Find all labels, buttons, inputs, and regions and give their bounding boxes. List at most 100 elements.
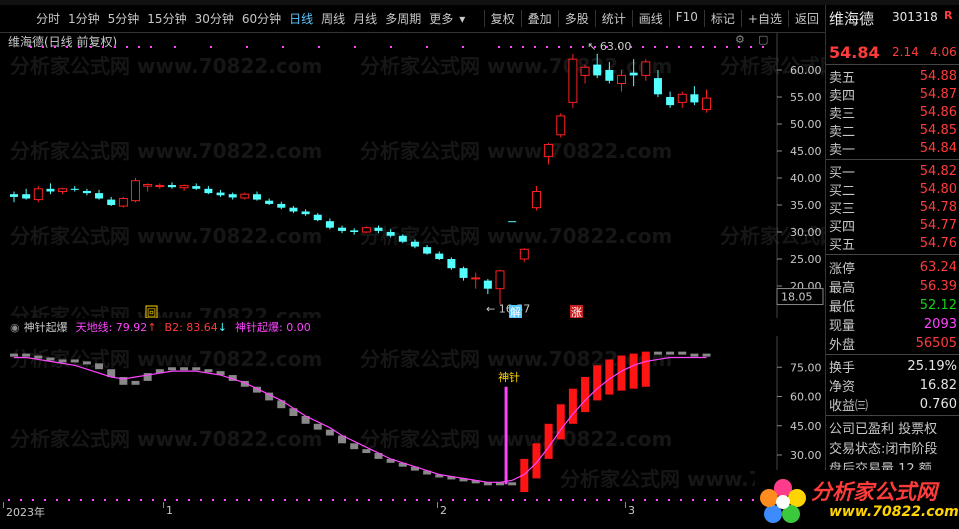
candle-up: [495, 270, 505, 290]
marker-dot: [200, 499, 202, 501]
watermark-text: 分析家公式网 www.70822.com: [10, 304, 322, 318]
marker-dot: [356, 499, 358, 501]
ind-bar-gray: [82, 361, 91, 365]
marker-dot: [174, 46, 176, 48]
low-label: ← 16.57: [486, 303, 530, 316]
tab-5[interactable]: 60分钟: [241, 12, 282, 26]
ind-bar-red: [593, 365, 602, 401]
toolbar-btn-2[interactable]: 多股: [557, 10, 595, 27]
marker-dot: [30, 46, 32, 48]
candle-up: [471, 277, 481, 280]
price-tick-label: 25.00: [790, 253, 822, 266]
marker-dot: [42, 46, 44, 48]
candle-up: [677, 93, 687, 103]
candle-down: [95, 193, 104, 199]
marker-dot: [558, 46, 560, 48]
tab-4[interactable]: 30分钟: [194, 12, 234, 26]
ind-bar-gray: [240, 380, 249, 387]
ind-bar-gray: [423, 470, 432, 475]
ind-bar-red: [581, 377, 590, 413]
ind-bar-gray: [58, 359, 67, 363]
candle-up: [531, 191, 541, 209]
stat-value: 16.82: [919, 377, 957, 393]
marker-dot: [738, 46, 740, 48]
ind-bar-red: [544, 423, 553, 459]
price-tick-label: 45.00: [790, 145, 822, 158]
ask-label: 卖二: [829, 124, 856, 140]
tab-7[interactable]: 周线: [321, 12, 346, 26]
ind-bar-gray: [228, 375, 237, 381]
unlock-badge[interactable]: [509, 305, 522, 318]
logo-url: www.70822.com: [829, 504, 959, 520]
marker-dot: [678, 46, 680, 48]
candle-down: [216, 192, 225, 196]
tab-2[interactable]: 5分钟: [107, 12, 140, 26]
marker-dot: [752, 499, 754, 501]
toolbar-btn-5[interactable]: F10: [668, 10, 704, 27]
ind-bar-gray: [277, 400, 286, 409]
toolbar-btn-6[interactable]: 标记: [703, 10, 741, 27]
indicator-line2: B2: 83.64: [164, 320, 218, 334]
marker-dot: [54, 46, 56, 48]
tab-6[interactable]: 日线: [289, 12, 314, 26]
ind-bar-gray: [155, 369, 164, 374]
event-badge[interactable]: [145, 305, 158, 318]
watermark-text: 分析家公式网 www.70822.com: [10, 54, 322, 78]
restore-icon[interactable]: ▢: [758, 33, 768, 46]
signal-label: 神针: [498, 370, 520, 384]
marker-dot: [308, 499, 310, 501]
tab-10[interactable]: 更多: [429, 12, 454, 26]
bid-label: 买二: [829, 183, 856, 199]
chevron-down-icon[interactable]: ▾: [459, 11, 466, 26]
marker-dot: [390, 46, 392, 48]
marker-dot: [260, 499, 262, 501]
candlestick-chart[interactable]: 分析家公式网 www.70822.com 分析家公式网 www.70822.com…: [0, 33, 825, 318]
toolbar-btn-1[interactable]: 叠加: [520, 10, 558, 27]
marker-dot: [534, 46, 536, 48]
settings-icon[interactable]: ⚙: [735, 33, 745, 46]
candle-up: [131, 180, 140, 202]
marker-dot: [572, 499, 574, 501]
ask-price: 54.87: [919, 86, 957, 102]
candle-down: [265, 200, 274, 204]
tab-1[interactable]: 1分钟: [68, 12, 100, 26]
candle-down: [301, 211, 310, 215]
marker-dot: [138, 46, 140, 48]
marker-dot: [318, 46, 320, 48]
bid-row: 买四 54.77: [829, 216, 957, 235]
candle-up: [580, 66, 590, 76]
marker-dot: [152, 499, 154, 501]
marker-dot: [680, 499, 682, 501]
x-axis-label: 2: [440, 504, 447, 517]
toolbar-btn-0[interactable]: 复权: [483, 10, 521, 27]
toolbar-btn-4[interactable]: 画线: [631, 10, 669, 27]
bid-row: 买三 54.78: [829, 198, 957, 217]
marker-dot: [620, 499, 622, 501]
limit-badge[interactable]: [570, 305, 583, 318]
indicator-name[interactable]: 神针起爆: [23, 321, 68, 334]
ask-row: 卖五 54.88: [829, 67, 957, 86]
site-logo: 分析家公式网 www.70822.com: [755, 470, 959, 529]
x-axis-label: 3: [628, 504, 635, 517]
toolbar-btn-3[interactable]: 统计: [594, 10, 632, 27]
ask-price: 54.85: [919, 122, 957, 138]
marker-dot: [740, 499, 742, 501]
candle-down: [605, 70, 614, 81]
ind-bar-red: [556, 404, 565, 440]
tab-9[interactable]: 多周期: [385, 12, 422, 26]
stat-row: 换手 25.19%: [829, 357, 957, 376]
tab-0[interactable]: 分时: [36, 12, 61, 26]
tab-8[interactable]: 月线: [353, 12, 378, 26]
collapse-icon[interactable]: ◉: [10, 320, 20, 334]
tab-3[interactable]: 15分钟: [147, 12, 187, 26]
stat-row: 现量 2093: [829, 315, 957, 334]
candle-up: [58, 188, 68, 193]
stock-code: 301318: [892, 10, 938, 24]
bid-label: 买五: [829, 237, 856, 253]
ask-row: 卖四 54.87: [829, 85, 957, 104]
toolbar-btn-8[interactable]: 返回: [787, 10, 825, 27]
toolbar-btn-7[interactable]: +自选: [740, 10, 788, 27]
bid-label: 买一: [829, 165, 856, 181]
candle-down: [228, 194, 237, 198]
indicator-chart[interactable]: 分析家公式网 www.70822.com 分析家公式网 www.70822.com…: [0, 336, 825, 502]
